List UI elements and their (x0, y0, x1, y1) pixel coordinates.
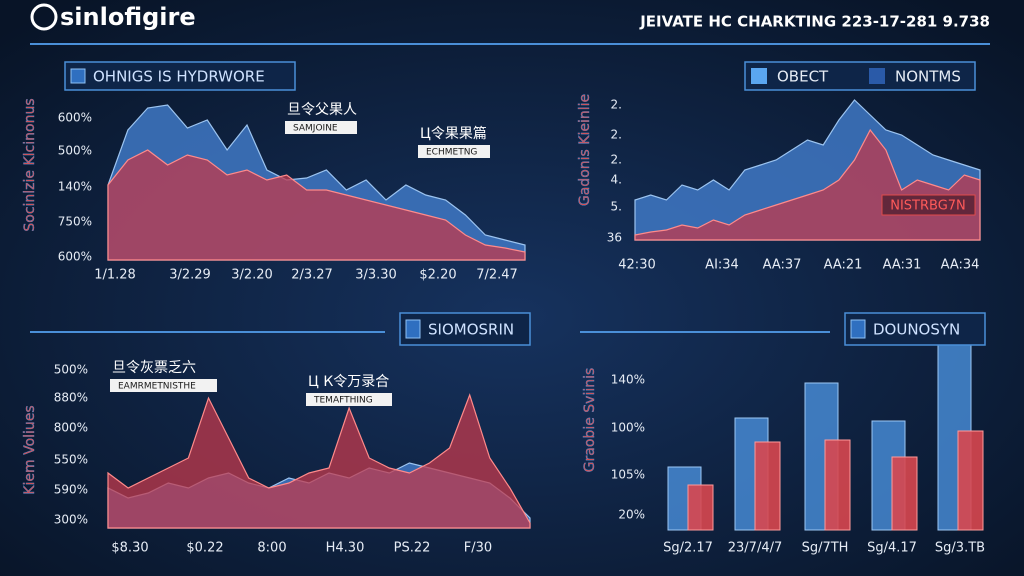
y-tick-label: 500% (54, 363, 88, 377)
area (107, 393, 531, 529)
annotation-tag: SAMJOINE (293, 124, 338, 134)
x-tick-label: AA:37 (763, 258, 802, 273)
annotation-tag-box (306, 393, 392, 406)
y-tick-label: 300% (54, 513, 88, 527)
annotation-tag: NISTRBG7N (890, 199, 966, 214)
legend-label: NONTMS (895, 68, 961, 86)
y-tick-label: 140% (611, 373, 645, 387)
y-tick-label: 5. (611, 200, 622, 214)
annotation-tag: ECHMETNG (426, 148, 477, 158)
y-tick-label: 105% (611, 468, 645, 482)
y-tick-label: 750% (58, 215, 92, 229)
panel-title: DOUNOSYN (873, 321, 960, 339)
y-tick-label: 2. (611, 128, 622, 142)
legend-label: OBECT (777, 68, 829, 86)
y-axis-label: Graobie Sviinis (582, 368, 598, 473)
x-tick-label: $8.30 (111, 541, 148, 556)
bar (957, 430, 984, 531)
x-tick-label: 3/3.30 (355, 268, 397, 283)
x-tick-label: 8:00 (257, 541, 286, 556)
panel-title: SIOMOSRIN (428, 321, 514, 339)
x-tick-label: Sg/7TH (802, 541, 849, 556)
bar (687, 484, 714, 531)
logo-icon (30, 3, 58, 31)
y-tick-label: 2. (611, 153, 622, 167)
annotation-tag-box (418, 145, 490, 158)
annotation-tag-box (110, 379, 217, 392)
legend-box (744, 61, 976, 91)
bar (824, 439, 851, 531)
annotation-tag-box (881, 194, 976, 216)
y-tick-label: 550% (54, 453, 88, 467)
legend-swatch (869, 68, 885, 84)
y-tick-label: 500% (58, 144, 92, 158)
x-tick-label: H4.30 (326, 541, 365, 556)
annotation-tag: EAMRMETNISTHE (118, 382, 196, 392)
x-tick-label: 1/1.28 (94, 268, 136, 283)
x-tick-label: Sg/2.17 (663, 541, 713, 556)
y-tick-label: 36 (607, 231, 622, 245)
y-tick-label: 600% (58, 111, 92, 125)
annotation-tag: TEMAFTHING (313, 396, 373, 406)
x-tick-label: 3/2.29 (169, 268, 211, 283)
x-tick-label: AA:21 (824, 258, 863, 273)
annotation-heading: 旦令灰票乏六 (112, 360, 196, 376)
y-axis-label: Gadonis Kieinlie (577, 94, 593, 206)
annotation-heading: Ц К令万录合 (308, 374, 389, 390)
y-tick-label: 4. (611, 173, 622, 187)
x-tick-label: 23/7/4/7 (728, 541, 783, 556)
annotation-heading: 旦令父果人 (287, 102, 357, 118)
title-box (64, 61, 296, 91)
y-tick-label: 2. (611, 98, 622, 112)
annotation-tag-box (285, 121, 357, 134)
panel-title: OHNIGS IS HYDRWORE (93, 68, 265, 86)
y-tick-label: 800% (54, 421, 88, 435)
y-axis-label: Socinlzie Klcinonus (22, 98, 38, 231)
y-tick-label: 590% (54, 483, 88, 497)
annotation-heading: Ц令果果篇 (420, 126, 487, 142)
legend-swatch (751, 68, 767, 84)
x-tick-label: F/30 (464, 541, 492, 556)
x-tick-label: AA:34 (941, 258, 980, 273)
title-box (844, 312, 986, 346)
bar (891, 456, 918, 531)
y-axis-label: Kiem Voliues (22, 405, 38, 494)
x-tick-label: 3/2.20 (231, 268, 273, 283)
x-tick-label: Sg/3.TB (935, 541, 985, 556)
x-tick-label: 42:30 (618, 258, 655, 273)
x-tick-label: PS.22 (394, 541, 431, 556)
y-tick-label: 100% (611, 421, 645, 435)
title-icon (405, 319, 421, 339)
x-tick-label: AA:31 (883, 258, 922, 273)
y-tick-label: 20% (618, 508, 645, 522)
y-tick-label: 600% (58, 250, 92, 264)
x-tick-label: Sg/4.17 (867, 541, 917, 556)
logo: sinlofigire (60, 3, 196, 31)
title-box (399, 312, 531, 346)
header-title: JEIVATE HC CHARKTING 223-17-281 9.738 (639, 13, 990, 31)
x-tick-label: 2/3.27 (291, 268, 333, 283)
area (107, 149, 526, 261)
title-icon (70, 68, 86, 84)
x-tick-label: 7/2.47 (476, 268, 518, 283)
x-tick-label: AI:34 (705, 258, 739, 273)
title-icon (850, 319, 866, 339)
bar (754, 441, 781, 531)
x-tick-label: $0.22 (186, 541, 223, 556)
x-tick-label: $2.20 (419, 268, 456, 283)
y-tick-label: 140% (58, 180, 92, 194)
y-tick-label: 880% (54, 391, 88, 405)
